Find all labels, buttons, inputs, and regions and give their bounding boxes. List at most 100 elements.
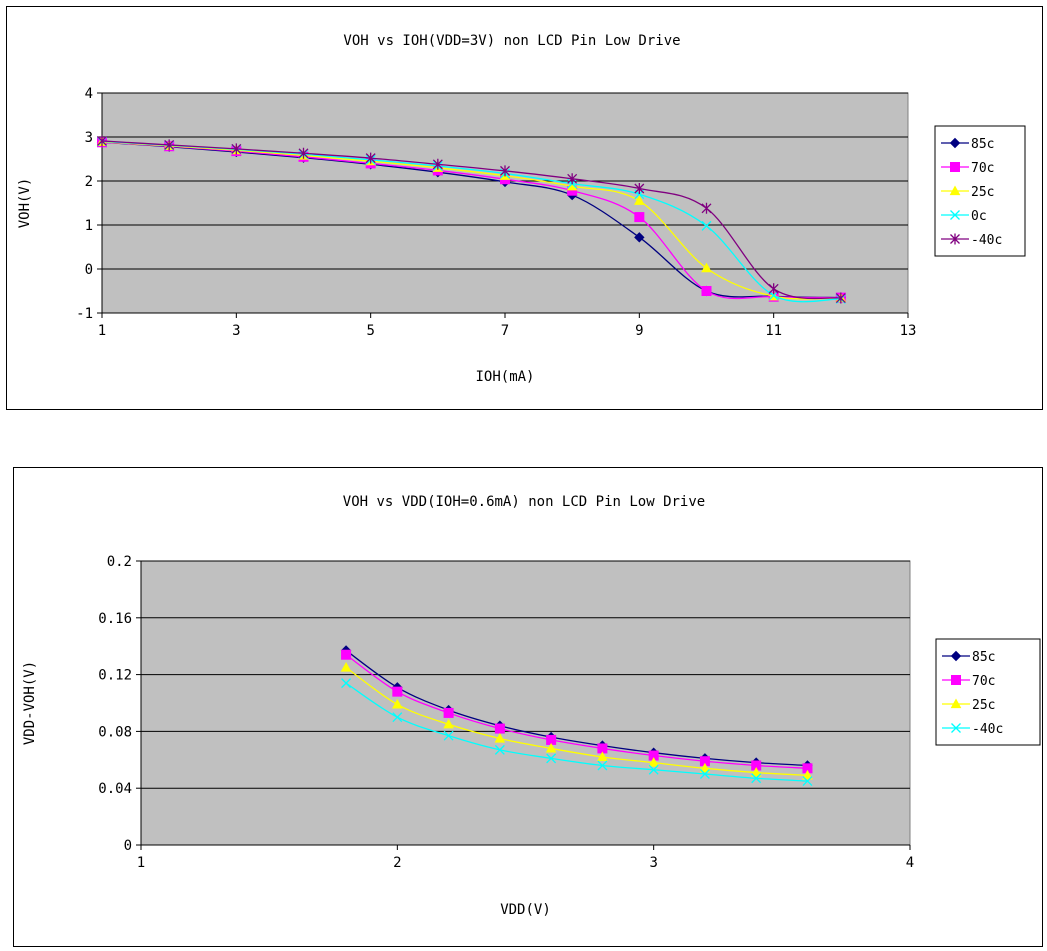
chart-1: VOH vs IOH(VDD=3V) non LCD Pin Low Drive… — [6, 6, 1043, 410]
legend-marker — [950, 698, 962, 709]
x-axis-title: IOH(mA) — [475, 369, 534, 385]
y-tick-label: 0.16 — [98, 611, 132, 627]
y-tick-label: 1 — [85, 218, 93, 234]
y-axis-title: VDD-VOH(V) — [22, 661, 38, 745]
x-tick-label: 1 — [137, 855, 145, 871]
data-point — [231, 143, 242, 155]
series-25c — [340, 661, 813, 780]
data-point — [391, 698, 403, 709]
y-tick-label: 4 — [85, 86, 93, 102]
legend-label: 25c — [971, 185, 994, 200]
x-tick-label: 5 — [366, 323, 374, 339]
legend-label: 0c — [971, 209, 987, 224]
chart-2: VOH vs VDD(IOH=0.6mA) non LCD Pin Low Dr… — [13, 467, 1043, 947]
data-point — [494, 732, 506, 743]
legend-label: 70c — [971, 161, 994, 176]
data-point — [443, 707, 454, 718]
legend-item: 25c — [942, 698, 995, 713]
legend-item: 85c — [942, 650, 995, 665]
legend-label: 85c — [971, 137, 994, 152]
data-point — [802, 769, 813, 780]
chart-2-svg: VOH vs VDD(IOH=0.6mA) non LCD Pin Low Dr… — [22, 494, 1041, 918]
data-point — [634, 232, 645, 243]
legend-marker — [950, 650, 962, 662]
data-point — [597, 751, 608, 762]
y-tick-label: 3 — [85, 130, 93, 146]
legend-label: -40c — [971, 233, 1002, 248]
legend-label: -40c — [972, 722, 1003, 737]
legend-marker — [949, 185, 961, 196]
y-tick-label: 0.08 — [98, 724, 132, 740]
data-point — [634, 212, 645, 223]
legend-label: 25c — [972, 698, 995, 713]
data-point — [392, 686, 403, 697]
data-point — [751, 773, 762, 784]
data-point — [802, 776, 813, 787]
chart-title: VOH vs IOH(VDD=3V) non LCD Pin Low Drive — [343, 33, 680, 49]
series-line — [101, 141, 841, 300]
x-tick-label: 3 — [232, 323, 240, 339]
data-point — [597, 760, 608, 771]
x-tick-label: 4 — [906, 855, 914, 871]
data-point — [648, 757, 660, 767]
legend-item: 70c — [942, 674, 995, 689]
legend-item: -40c — [942, 722, 1003, 737]
data-point — [701, 262, 712, 273]
data-point — [546, 753, 557, 764]
legend-marker — [950, 233, 960, 245]
y-tick-label: 2 — [85, 174, 93, 190]
data-point — [164, 139, 175, 151]
data-point — [701, 286, 712, 296]
series--40c — [341, 678, 813, 787]
chart-1-svg: VOH vs IOH(VDD=3V) non LCD Pin Low Drive… — [17, 33, 1026, 385]
data-point — [500, 165, 510, 177]
legend-item: 0c — [941, 209, 987, 224]
x-tick-label: 7 — [501, 323, 509, 339]
legend-item: 25c — [941, 185, 994, 200]
y-tick-label: 0 — [85, 262, 93, 278]
data-point — [648, 764, 659, 775]
data-point — [298, 147, 309, 159]
y-tick-label: 0.2 — [107, 554, 132, 570]
legend-label: 70c — [972, 674, 995, 689]
x-tick-label: 2 — [393, 855, 401, 871]
legend: 85c 70c 25c 0c -40c — [934, 125, 1026, 257]
y-tick-label: -1 — [76, 306, 93, 322]
x-axis-title: VDD(V) — [500, 902, 551, 918]
data-point — [701, 202, 712, 214]
data-point — [768, 283, 779, 295]
data-point — [750, 767, 762, 777]
data-point — [97, 135, 107, 147]
y-tick-label: 0 — [124, 838, 132, 854]
data-point — [432, 158, 443, 170]
data-point — [392, 712, 403, 723]
data-point — [341, 649, 352, 660]
legend-item: 85c — [941, 137, 994, 152]
chart-title: VOH vs VDD(IOH=0.6mA) non LCD Pin Low Dr… — [343, 494, 705, 510]
data-point — [494, 723, 505, 734]
legend-label: 85c — [972, 650, 995, 665]
y-axis-title: VOH(V) — [17, 178, 33, 229]
data-point — [545, 742, 557, 753]
data-point — [365, 152, 376, 164]
legend-marker — [951, 675, 961, 685]
x-tick-label: 9 — [635, 323, 643, 339]
data-point — [443, 730, 454, 741]
data-point — [340, 661, 352, 672]
data-point — [699, 762, 711, 773]
x-tick-label: 3 — [649, 855, 657, 871]
data-point — [701, 220, 712, 231]
series-line — [345, 649, 808, 767]
y-tick-label: 0.12 — [98, 668, 132, 684]
legend-marker — [949, 137, 961, 149]
plot-area — [140, 560, 911, 846]
data-point — [567, 173, 578, 185]
data-point — [835, 292, 846, 304]
data-point — [633, 195, 645, 205]
x-tick-label: 11 — [765, 323, 782, 339]
plot-area — [101, 92, 909, 314]
legend: 85c 70c 25c -40c — [935, 638, 1041, 746]
legend-marker — [951, 723, 961, 733]
legend-marker — [950, 210, 960, 220]
data-point — [443, 718, 454, 729]
